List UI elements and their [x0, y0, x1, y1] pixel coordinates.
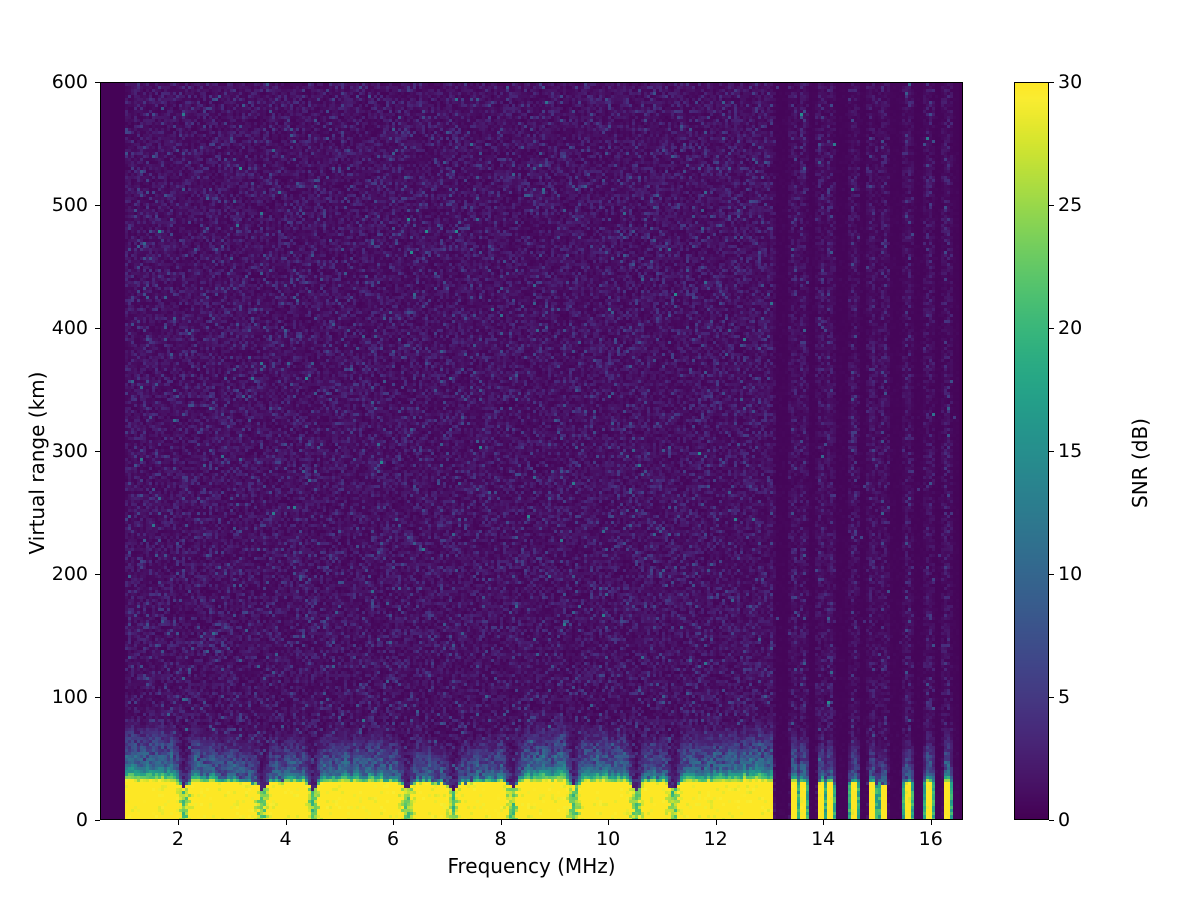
colorbar-tick-mark — [1049, 205, 1054, 206]
y-tick-mark — [95, 328, 100, 329]
ionogram-axes — [100, 82, 963, 820]
x-tick-mark — [608, 820, 610, 825]
y-tick-mark — [95, 205, 100, 206]
x-tick-mark — [715, 820, 717, 825]
y-tick-label: 500 — [51, 194, 88, 216]
x-tick-label: 4 — [279, 828, 292, 850]
y-tick-label: 200 — [51, 563, 88, 585]
x-tick-label: 8 — [494, 828, 507, 850]
y-tick-mark — [95, 697, 100, 698]
x-tick-label: 6 — [386, 828, 400, 850]
y-tick-label: 100 — [51, 686, 88, 708]
x-tick-mark — [393, 820, 395, 825]
y-tick-label: 600 — [51, 71, 88, 93]
colorbar-tick-label: 25 — [1058, 194, 1083, 216]
colorbar-tick-mark — [1049, 328, 1054, 329]
x-tick-mark — [930, 820, 932, 825]
x-tick-label: 12 — [703, 828, 728, 850]
colorbar-tick-mark — [1049, 697, 1054, 698]
colorbar-tick-label: 30 — [1058, 71, 1083, 93]
x-tick-label: 10 — [596, 828, 621, 850]
x-axis-label: Frequency (MHz) — [447, 854, 616, 878]
colorbar-label: SNR (dB) — [1128, 418, 1152, 508]
x-tick-label: 2 — [171, 828, 184, 850]
colorbar-tick-label: 20 — [1058, 317, 1083, 339]
x-tick-mark — [823, 820, 825, 825]
y-tick-mark — [95, 451, 100, 452]
x-tick-mark — [177, 820, 179, 825]
y-tick-label: 300 — [51, 440, 88, 462]
colorbar-gradient — [1015, 83, 1048, 819]
x-tick-mark — [285, 820, 287, 825]
colorbar-tick-label: 10 — [1058, 563, 1083, 585]
x-tick-mark — [500, 820, 502, 825]
colorbar-tick-label: 5 — [1058, 686, 1071, 708]
x-tick-label: 14 — [811, 828, 836, 850]
colorbar-tick-label: 0 — [1058, 809, 1071, 831]
y-tick-mark — [95, 820, 100, 821]
y-tick-label: 400 — [51, 317, 88, 339]
y-tick-mark — [95, 82, 100, 83]
colorbar-tick-mark — [1049, 574, 1054, 575]
colorbar-tick-mark — [1049, 820, 1054, 821]
x-tick-label: 16 — [918, 828, 943, 850]
y-axis-label: Virtual range (km) — [25, 371, 49, 555]
colorbar-tick-mark — [1049, 451, 1054, 452]
y-tick-label: 0 — [75, 809, 88, 831]
colorbar — [1014, 82, 1049, 820]
ionogram-heatmap — [101, 83, 962, 819]
colorbar-tick-label: 15 — [1058, 440, 1083, 462]
y-tick-mark — [95, 574, 100, 575]
colorbar-tick-mark — [1049, 82, 1054, 83]
